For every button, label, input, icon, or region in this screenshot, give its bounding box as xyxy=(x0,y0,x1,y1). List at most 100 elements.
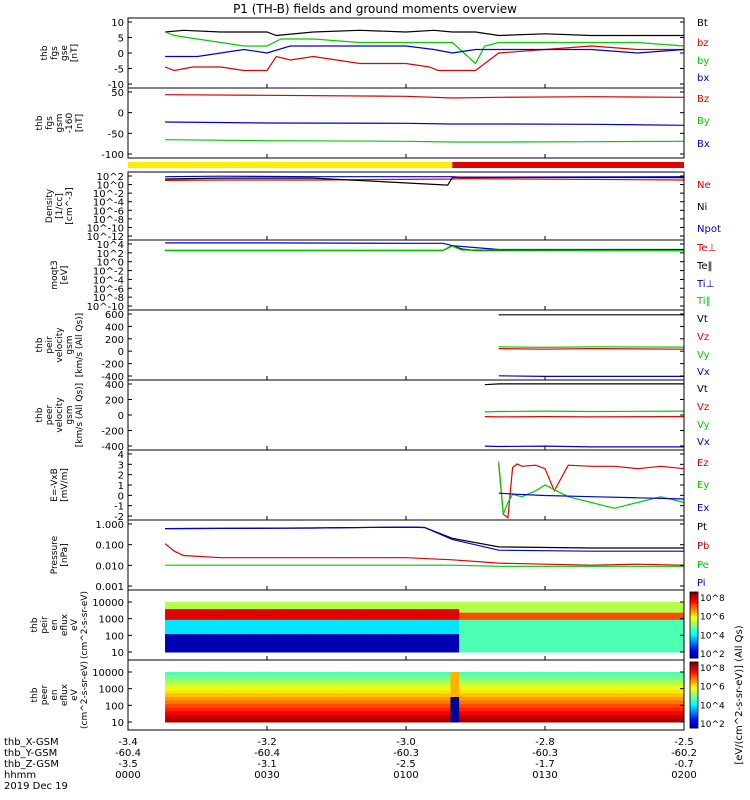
spectrogram-cell xyxy=(502,714,512,719)
ylabel-line: gsm xyxy=(65,405,75,424)
spectrogram-cell xyxy=(415,704,426,709)
spectrogram-cell xyxy=(649,641,659,646)
spectrogram-cell xyxy=(649,693,659,698)
spectrogram-cell xyxy=(640,707,650,712)
spectrogram-cell xyxy=(216,637,227,642)
spectrogram-cell xyxy=(623,612,633,617)
spectrogram-cell xyxy=(433,627,443,632)
spectrogram-cell xyxy=(199,619,209,624)
panel-4: moqt3 [eV]Te⊥Te‖Ti⊥Ti‖10^410^210^010^-210… xyxy=(50,239,716,313)
spectrogram-cell xyxy=(606,707,616,712)
spectrogram-cell xyxy=(191,602,201,607)
spectrogram-cell xyxy=(165,697,175,702)
spectrogram-cell xyxy=(216,641,227,646)
spectrogram-cell xyxy=(614,714,624,719)
spectrogram-cell xyxy=(286,672,296,677)
spectrogram-cell xyxy=(182,693,192,698)
spectrogram-cell xyxy=(597,641,607,646)
spectrogram-cell xyxy=(277,605,287,610)
spectrogram-cell xyxy=(216,714,227,719)
spectrogram-cell xyxy=(441,619,451,624)
spectrogram-cell xyxy=(329,641,339,646)
spectrogram-cell xyxy=(286,616,296,621)
spectrogram-cell xyxy=(303,711,313,716)
spectrogram-cell xyxy=(303,616,313,621)
spectrogram-cell xyxy=(320,707,330,712)
spectrogram-cell xyxy=(424,605,434,610)
spectrogram-cell xyxy=(675,711,685,716)
spectrogram-cell xyxy=(632,675,642,680)
spectrogram-cell xyxy=(666,718,676,723)
spectrogram-cell xyxy=(675,619,685,624)
spectrogram-cell xyxy=(216,718,227,723)
spectrogram-cell xyxy=(303,714,313,719)
spectrogram-cell xyxy=(355,605,365,610)
spectrogram-cell xyxy=(467,648,477,653)
spectrogram-cell xyxy=(165,644,175,649)
colorbar-cell xyxy=(690,703,698,707)
spectrogram-cell xyxy=(372,641,382,646)
spectrogram-cell xyxy=(606,623,616,628)
spectrogram-cell xyxy=(588,714,599,719)
spectrogram-cell xyxy=(632,700,642,705)
colorbar-cell xyxy=(690,706,698,709)
spectrogram-cell xyxy=(511,602,521,607)
spectrogram-cell xyxy=(424,637,434,642)
spectrogram-cell xyxy=(303,675,313,680)
spectrogram-cell xyxy=(632,644,642,649)
spectrogram-cell xyxy=(242,644,253,649)
spectrogram-cell xyxy=(476,634,486,639)
colorbar-cell xyxy=(690,686,698,689)
spectrogram-cell xyxy=(173,689,183,694)
spectrogram-cell xyxy=(528,623,538,628)
colorbar-cell xyxy=(690,636,698,639)
spectrogram-cell xyxy=(614,602,624,607)
spectrogram-cell xyxy=(640,718,650,723)
spectrogram-cell xyxy=(441,641,451,646)
spectrogram-cell xyxy=(208,682,218,687)
panel-6-ylabel: thb peer velocity gsm [km/s (All Qs)] xyxy=(35,383,85,447)
spectrogram-cell xyxy=(562,689,573,694)
spectrogram-cell xyxy=(614,623,624,628)
spectrogram-cell xyxy=(528,634,538,639)
spectrogram-cell xyxy=(666,700,676,705)
spectrogram-cell xyxy=(338,714,348,719)
spectrogram-cell xyxy=(511,644,521,649)
spectrogram-cell xyxy=(632,711,642,716)
spectrogram-cell xyxy=(372,630,382,635)
spectrogram-cell xyxy=(182,619,192,624)
spectrogram-cell xyxy=(199,634,209,639)
spectrogram-cell xyxy=(588,686,599,691)
spectrogram-cell xyxy=(441,711,451,716)
spectrogram-cell xyxy=(363,714,374,719)
spectrogram-cell xyxy=(303,630,313,635)
spectrogram-cell xyxy=(372,602,382,607)
spectrogram-cell xyxy=(173,605,183,610)
panel-1-ylabel: thb fgs gse [nT] xyxy=(40,44,80,62)
spectrogram-cell xyxy=(251,679,261,684)
spectrogram-cell xyxy=(562,675,573,680)
spectrogram-cell xyxy=(208,700,218,705)
spectrogram-cell xyxy=(450,700,460,705)
spectrogram-cell xyxy=(675,605,685,610)
spectrogram-cell xyxy=(493,689,503,694)
ylabel-line: eflux xyxy=(60,613,70,636)
spectrogram-cell xyxy=(346,707,356,712)
spectrogram-cell xyxy=(675,627,685,632)
spectrogram-cell xyxy=(329,616,339,621)
spectrogram-cell xyxy=(225,605,235,610)
spectrogram-cell xyxy=(467,627,477,632)
spectrogram-cell xyxy=(649,675,659,680)
spectrogram-cell xyxy=(415,700,426,705)
spectrogram-cell xyxy=(675,672,685,677)
spectrogram-cell xyxy=(165,689,175,694)
spectrogram-cell xyxy=(294,637,304,642)
spectrogram-cell xyxy=(571,627,581,632)
spectrogram-cell xyxy=(338,679,348,684)
spectrogram-cell xyxy=(286,602,296,607)
spectrogram-cell xyxy=(519,697,529,702)
colorbar-cell xyxy=(690,638,698,641)
spectrogram-cell xyxy=(277,634,287,639)
spectrogram-cell xyxy=(173,634,183,639)
y-tick-label: 100 xyxy=(105,701,124,712)
